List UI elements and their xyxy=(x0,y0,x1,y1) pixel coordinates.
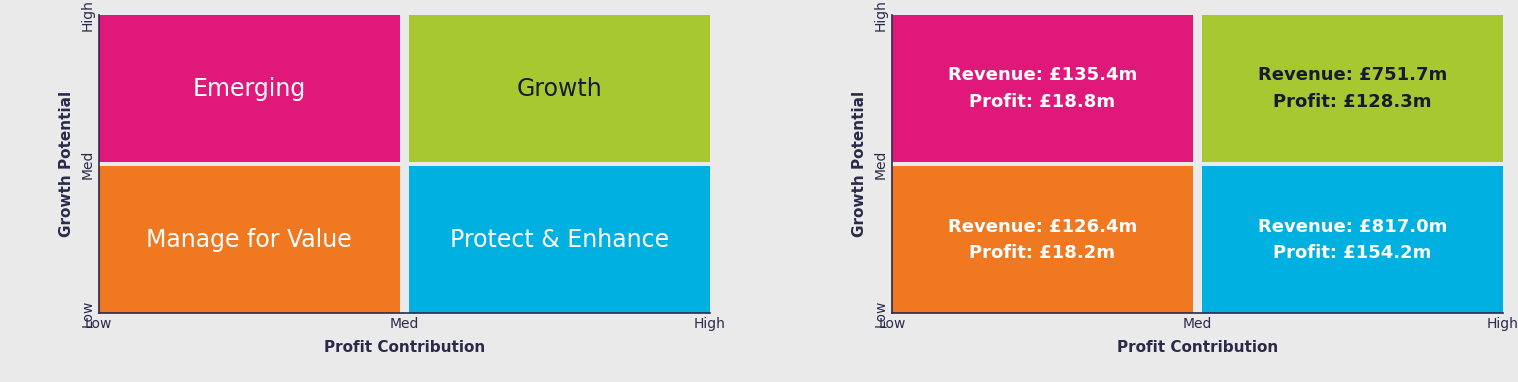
Text: Growth: Growth xyxy=(516,77,603,100)
Bar xyxy=(1202,167,1503,313)
Bar xyxy=(99,15,399,162)
Bar xyxy=(408,15,710,162)
X-axis label: Profit Contribution: Profit Contribution xyxy=(323,340,484,355)
Bar xyxy=(99,167,399,313)
Text: Revenue: £751.7m
Profit: £128.3m: Revenue: £751.7m Profit: £128.3m xyxy=(1258,66,1447,111)
Bar xyxy=(893,15,1193,162)
Text: Revenue: £126.4m
Profit: £18.2m: Revenue: £126.4m Profit: £18.2m xyxy=(947,218,1137,262)
Text: Protect & Enhance: Protect & Enhance xyxy=(449,228,669,252)
Text: Manage for Value: Manage for Value xyxy=(146,228,352,252)
Text: Emerging: Emerging xyxy=(193,77,305,100)
Text: Revenue: £135.4m
Profit: £18.8m: Revenue: £135.4m Profit: £18.8m xyxy=(947,66,1137,111)
Y-axis label: Growth Potential: Growth Potential xyxy=(59,91,73,237)
Bar xyxy=(893,167,1193,313)
Bar xyxy=(408,167,710,313)
Text: Revenue: £817.0m
Profit: £154.2m: Revenue: £817.0m Profit: £154.2m xyxy=(1258,218,1447,262)
Bar xyxy=(1202,15,1503,162)
X-axis label: Profit Contribution: Profit Contribution xyxy=(1117,340,1278,355)
Y-axis label: Growth Potential: Growth Potential xyxy=(852,91,867,237)
